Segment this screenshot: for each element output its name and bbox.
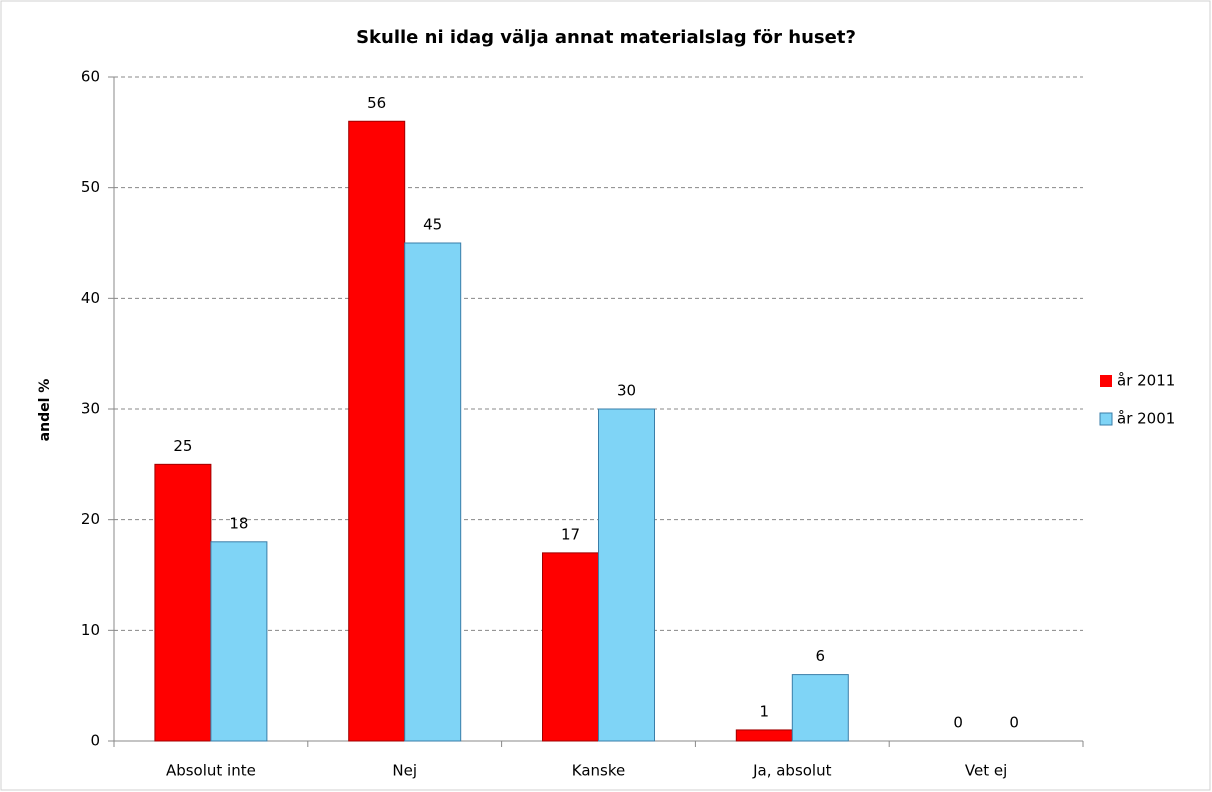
data-label: 6: [816, 647, 826, 665]
x-tick-label: Vet ej: [965, 762, 1007, 780]
data-label: 17: [561, 525, 580, 543]
bar: [542, 552, 599, 742]
data-label: 56: [367, 94, 386, 112]
data-label: 1: [760, 702, 770, 720]
legend-label: år 2011: [1117, 372, 1175, 390]
x-tick-label: Kanske: [572, 762, 625, 780]
legend-swatch: [1100, 375, 1112, 387]
legend-label: år 2001: [1117, 410, 1175, 428]
data-label: 30: [617, 382, 636, 400]
bar: [598, 408, 655, 742]
data-label: 0: [1009, 714, 1019, 732]
bar: [348, 120, 406, 742]
x-tick-label: Ja, absolut: [752, 762, 832, 780]
bar: [791, 674, 849, 742]
y-tick-label: 0: [90, 732, 100, 750]
y-tick-label: 60: [81, 68, 100, 86]
x-tick-label: Absolut inte: [166, 762, 256, 780]
bar: [404, 242, 462, 742]
x-tick-label: Nej: [392, 762, 417, 780]
data-label: 18: [229, 514, 248, 532]
y-tick-label: 40: [81, 289, 100, 307]
bar: [154, 463, 212, 742]
chart-title: Skulle ni idag välja annat materialslag …: [356, 27, 856, 48]
data-label: 0: [953, 714, 963, 732]
y-tick-label: 30: [81, 400, 100, 418]
bar: [735, 729, 793, 742]
y-tick-label: 10: [81, 621, 100, 639]
data-label: 45: [423, 216, 442, 234]
legend-swatch: [1099, 412, 1113, 426]
y-tick-label: 50: [81, 178, 100, 196]
bar: [210, 541, 268, 742]
y-axis-label: andel %: [37, 379, 53, 442]
y-tick-label: 20: [81, 510, 100, 528]
data-label: 25: [173, 437, 192, 455]
